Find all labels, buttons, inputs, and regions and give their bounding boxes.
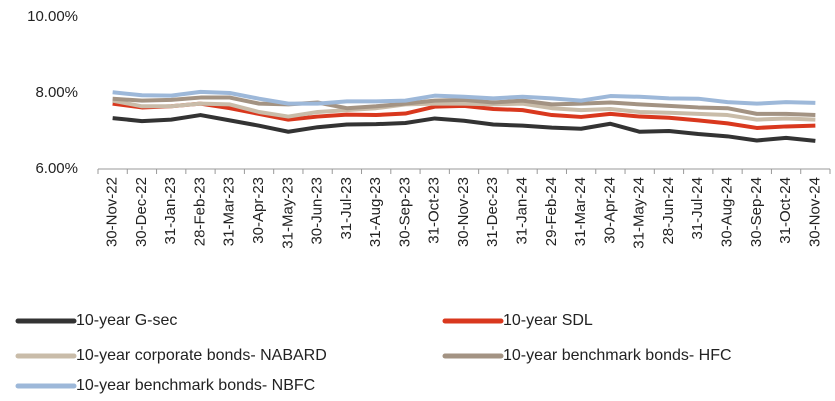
- x-tick-label: 30-Aug-24: [718, 177, 735, 247]
- x-tick-label: 28-Feb-23: [191, 177, 208, 246]
- x-tick-label: 31-Oct-24: [777, 177, 794, 244]
- x-tick-label: 30-Apr-24: [601, 177, 618, 244]
- series-line: [112, 98, 816, 122]
- x-tick-label: 30-Nov-22: [104, 177, 121, 247]
- x-tick-label: 31-Jul-24: [689, 177, 706, 240]
- legend-label: 10-year G-sec: [76, 312, 177, 329]
- x-tick-label: 31-May-23: [279, 177, 296, 249]
- x-tick-label: 30-Nov-23: [455, 177, 472, 247]
- series-line: [112, 113, 816, 143]
- x-tick-label: 31-Mar-24: [572, 177, 589, 246]
- x-tick-label: 30-Nov-24: [806, 177, 823, 247]
- x-tick-label: 31-Jul-23: [338, 177, 355, 240]
- legend-label: 10-year corporate bonds- NABARD: [76, 347, 327, 364]
- x-tick-label: 31-Oct-23: [426, 177, 443, 244]
- series-line: [112, 89, 816, 106]
- x-tick-label: 29-Feb-24: [543, 177, 560, 246]
- x-tick-label: 30-Sep-24: [748, 177, 765, 247]
- x-tick-label: 28-Jun-24: [660, 177, 677, 245]
- x-tick-label: 30-Apr-23: [250, 177, 267, 244]
- y-tick-label: 8.00%: [35, 84, 78, 101]
- series-line: [112, 101, 816, 130]
- x-tick-label: 31-May-24: [631, 177, 648, 249]
- x-tick-label: 31-Jan-24: [514, 177, 531, 245]
- x-tick-label: 30-Jun-23: [309, 177, 326, 245]
- x-tick-label: 30-Dec-22: [133, 177, 150, 247]
- x-tick-label: 31-Dec-23: [484, 177, 501, 247]
- y-tick-label: 6.00%: [35, 160, 78, 177]
- x-tick-label: 31-Jan-23: [162, 177, 179, 245]
- legend-label: 10-year SDL: [503, 312, 593, 329]
- series-line: [112, 95, 816, 118]
- x-tick-label: 31-Aug-23: [367, 177, 384, 247]
- legend-label: 10-year benchmark bonds- HFC: [503, 347, 732, 364]
- x-tick-label: 30-Sep-23: [396, 177, 413, 247]
- y-tick-label: 10.00%: [27, 8, 78, 25]
- legend-label: 10-year benchmark bonds- NBFC: [76, 377, 315, 394]
- x-tick-label: 31-Mar-23: [221, 177, 238, 246]
